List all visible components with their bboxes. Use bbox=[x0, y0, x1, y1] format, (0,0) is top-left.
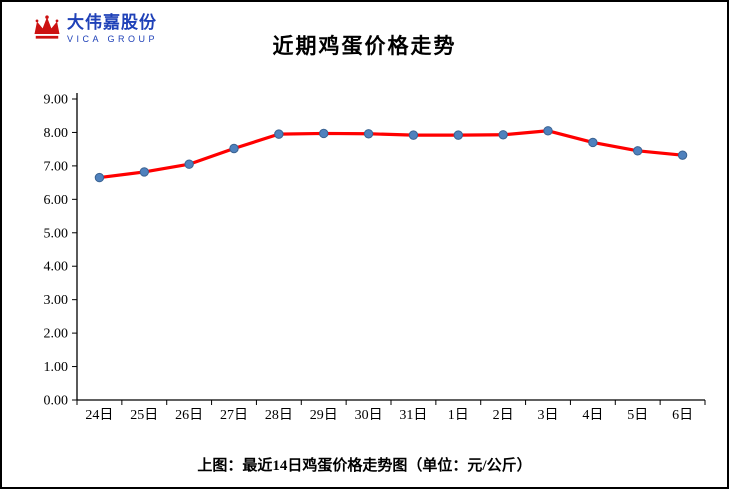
x-tick-label: 3日 bbox=[538, 408, 559, 423]
data-point bbox=[543, 126, 553, 136]
y-tick-label: 9.00 bbox=[44, 93, 69, 108]
data-point bbox=[498, 130, 508, 140]
x-tick-label: 2日 bbox=[493, 408, 514, 423]
chart-caption: 上图：最近14日鸡蛋价格走势图（单位：元/公斤） bbox=[197, 458, 532, 474]
y-tick-label: 4.00 bbox=[44, 260, 69, 275]
y-tick-label: 6.00 bbox=[44, 193, 69, 208]
logo-text: 大伟嘉股份 VICA GROUP bbox=[67, 13, 159, 45]
x-tick-label: 31日 bbox=[399, 408, 427, 423]
y-tick-label: 7.00 bbox=[44, 159, 69, 174]
x-tick-label: 1日 bbox=[448, 408, 469, 423]
company-name-cn: 大伟嘉股份 bbox=[67, 13, 157, 32]
crown-icon bbox=[34, 15, 60, 39]
y-tick-label: 1.00 bbox=[44, 360, 69, 375]
chart-title: 近期鸡蛋价格走势 bbox=[272, 34, 457, 58]
data-point bbox=[588, 137, 598, 148]
x-tick-label: 26日 bbox=[175, 408, 203, 423]
data-point bbox=[633, 146, 643, 156]
x-tick-label: 25日 bbox=[130, 408, 158, 423]
data-point bbox=[184, 159, 194, 169]
x-tick-label: 5日 bbox=[627, 408, 648, 423]
y-tick-label: 2.00 bbox=[44, 327, 69, 342]
data-point bbox=[319, 128, 329, 139]
y-tick-label: 0.00 bbox=[44, 394, 69, 409]
data-point bbox=[677, 150, 688, 160]
x-tick-label: 4日 bbox=[582, 408, 603, 423]
data-point bbox=[274, 129, 284, 139]
price-line bbox=[97, 129, 685, 180]
y-tick-label: 8.00 bbox=[44, 126, 69, 141]
data-point bbox=[408, 130, 419, 140]
x-tick-label: 28日 bbox=[265, 408, 293, 423]
data-point bbox=[363, 129, 374, 139]
y-tick-label: 3.00 bbox=[44, 293, 69, 308]
data-point bbox=[94, 172, 105, 183]
data-point bbox=[139, 167, 149, 177]
x-tick-label: 24日 bbox=[85, 408, 113, 423]
company-name-en: VICA GROUP bbox=[67, 33, 159, 44]
y-tick-label: 5.00 bbox=[44, 226, 69, 241]
vica-logo: 大伟嘉股份 VICA GROUP bbox=[32, 13, 159, 45]
x-tick-label: 6日 bbox=[672, 408, 693, 423]
x-tick-label: 30日 bbox=[355, 408, 383, 423]
data-point bbox=[453, 130, 463, 140]
data-point bbox=[229, 143, 239, 154]
x-tick-label: 27日 bbox=[220, 408, 248, 423]
x-tick-label: 29日 bbox=[310, 408, 338, 423]
price-trend-chart: 0.00 1.00 2.00 3.00 4.00 5.00 6.00 7.00 8.00 9.00… bbox=[44, 93, 706, 423]
